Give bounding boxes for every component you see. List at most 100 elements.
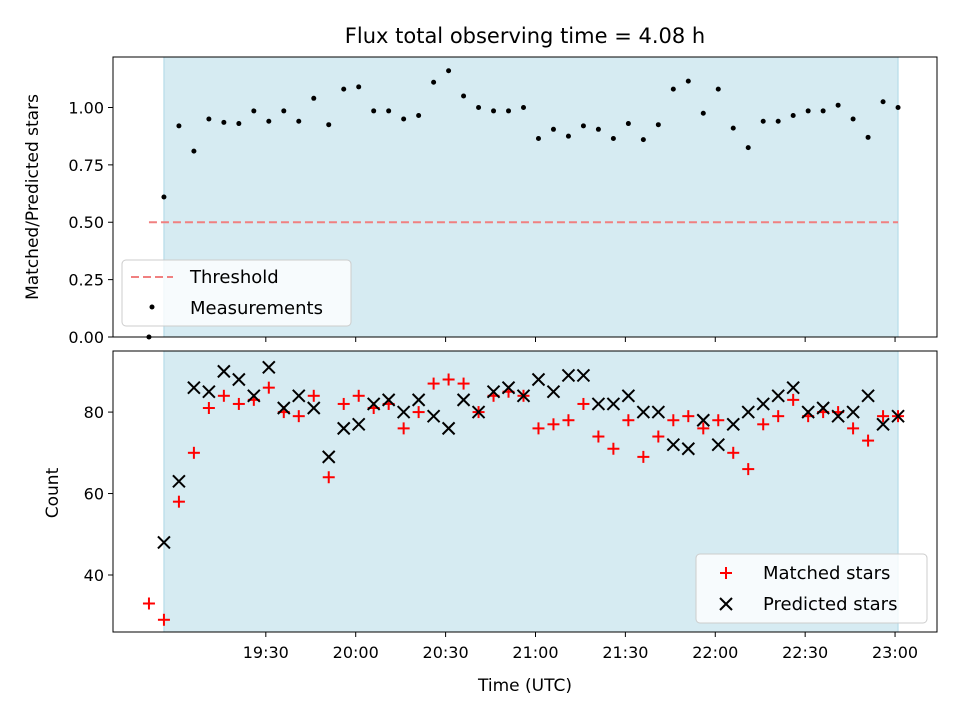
matched-star-point <box>742 463 755 476</box>
measurement-point <box>326 122 332 128</box>
bottom-x-ticks: 19:30 20:00 20:30 21:00 21:30 22:00 22:30 23:00 <box>243 632 918 662</box>
predicted-star-point <box>516 389 531 403</box>
measurement-point <box>236 121 242 127</box>
legend-predicted-label: Predicted stars <box>763 594 897 615</box>
matched-star-point <box>352 389 365 402</box>
measurement-point <box>461 93 467 99</box>
predicted-star-point <box>546 385 561 399</box>
bottom-legend-box <box>695 553 928 624</box>
measurement-point <box>191 148 197 154</box>
matched-star-point <box>562 414 575 427</box>
top-x-ticks <box>265 337 896 342</box>
matched-star-point <box>697 422 710 435</box>
measurement-point <box>715 86 721 92</box>
predicted-star-point <box>786 380 800 395</box>
predicted-star-point <box>396 405 411 419</box>
predicted-star-point <box>651 405 666 419</box>
top-legend-box <box>121 259 352 327</box>
top-y-axis-label: Matched/Predicted stars <box>23 94 43 300</box>
measurement-point <box>176 123 182 129</box>
predicted-star-point <box>411 393 426 407</box>
matched-star-point <box>532 422 545 435</box>
measurement-point <box>610 135 616 141</box>
measurement-point <box>401 116 407 122</box>
matched-star-point <box>172 495 185 508</box>
top-y-ticks: 0.00 0.25 0.50 0.75 1.00 <box>68 98 113 347</box>
x-tick-label: 20:00 <box>333 643 379 662</box>
measurement-point <box>491 108 497 114</box>
predicted-star-point <box>217 364 231 379</box>
predicted-star-point <box>292 389 306 403</box>
measurement-point <box>670 86 676 92</box>
measurement-point <box>880 99 886 105</box>
measurement-point <box>446 68 452 74</box>
counts-series <box>142 360 905 626</box>
measurement-point <box>506 108 512 114</box>
predicted-star-point <box>861 389 875 403</box>
matched-star-point <box>457 377 470 390</box>
measurement-point <box>386 108 392 114</box>
measurement-point <box>535 135 541 141</box>
matched-star-point <box>322 471 335 484</box>
predicted-star-point <box>846 405 860 419</box>
predicted-star-point <box>621 389 636 403</box>
measurement-point <box>805 108 811 114</box>
matched-star-point <box>442 373 455 386</box>
matched-star-point <box>652 430 665 443</box>
legend-measurements-label: Measurements <box>190 298 323 319</box>
x-tick-label: 20:30 <box>423 643 469 662</box>
x-tick-label: 22:30 <box>782 643 828 662</box>
matched-star-point <box>787 393 800 406</box>
matched-star-point <box>202 402 215 415</box>
predicted-star-point <box>157 535 171 550</box>
measurement-point <box>431 79 437 85</box>
matched-star-point <box>547 418 560 431</box>
measurement-point <box>790 113 796 119</box>
predicted-star-point <box>172 474 186 489</box>
measurement-point <box>565 133 571 139</box>
measurement-point <box>895 104 901 110</box>
predicted-star-point <box>831 409 845 423</box>
bottom-axes-frame <box>112 350 938 633</box>
predicted-star-point <box>771 389 785 403</box>
top-legend: Threshold Measurements <box>121 259 352 327</box>
measurement-point <box>580 123 586 129</box>
bottom-legend: Matched stars Predicted stars <box>695 553 928 624</box>
predicted-star-point <box>456 393 471 407</box>
predicted-star-point <box>277 401 291 415</box>
matched-star-point <box>232 397 245 410</box>
matched-star-point <box>307 389 320 402</box>
measurement-point <box>775 118 781 124</box>
matched-star-point <box>397 422 410 435</box>
predicted-star-point <box>891 409 905 423</box>
predicted-star-point <box>232 372 246 387</box>
bottom-y-tick-label: 80 <box>84 403 104 422</box>
predicted-star-point <box>726 417 740 432</box>
top-y-tick-label: 0.00 <box>68 328 104 347</box>
predicted-star-point <box>876 417 890 432</box>
measurement-point <box>850 116 856 122</box>
matched-star-point <box>292 410 305 423</box>
measurement-point <box>161 194 167 200</box>
measurement-point <box>685 78 691 84</box>
top-y-tick-label: 0.50 <box>68 213 104 232</box>
legend-threshold-label: Threshold <box>189 267 279 288</box>
measurement-point <box>550 126 556 132</box>
matched-star-point <box>577 397 590 410</box>
measurement-point <box>835 102 841 108</box>
predicted-star-point <box>606 397 621 411</box>
measurement-point <box>865 134 871 140</box>
measurement-point <box>206 116 212 122</box>
matched-star-point <box>727 446 740 459</box>
measurement-point <box>341 86 347 92</box>
matched-star-point <box>682 410 695 423</box>
legend-measurements-swatch <box>149 304 155 310</box>
matched-star-point <box>667 414 680 427</box>
matched-star-point <box>412 406 425 419</box>
predicted-star-point <box>531 372 546 387</box>
matched-star-point <box>592 430 605 443</box>
matched-star-point <box>772 410 785 423</box>
predicted-star-point <box>501 380 516 395</box>
top-y-tick-label: 1.00 <box>68 98 104 117</box>
